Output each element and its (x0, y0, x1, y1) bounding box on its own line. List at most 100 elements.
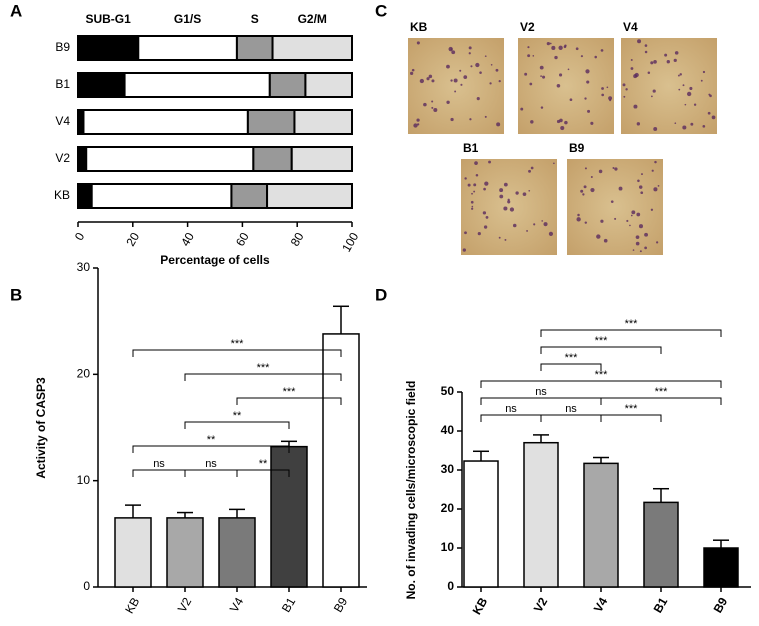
stained-cell (641, 173, 643, 176)
x-tick-label: KB (122, 595, 142, 616)
legend-label: G1/S (174, 12, 201, 26)
stained-cell (678, 88, 681, 91)
stained-cell (634, 72, 639, 78)
y-axis-label: No. of invading cells/microscopic field (404, 381, 418, 600)
stained-cell (594, 55, 598, 59)
stained-cell (549, 42, 552, 45)
stained-cell (563, 45, 567, 49)
x-tick-label: V4 (591, 595, 611, 615)
significance-label: ** (259, 458, 268, 470)
x-tick-label: 100 (339, 230, 361, 255)
stained-cell (423, 102, 427, 107)
stained-cell (584, 167, 587, 170)
stained-cell (560, 125, 565, 131)
stained-cell (614, 217, 617, 220)
bar-segment (246, 109, 296, 135)
significance-bracket (600, 397, 722, 405)
significance-label: ** (207, 434, 216, 446)
bar (322, 333, 360, 588)
significance-bracket (184, 469, 238, 477)
significance-bracket (540, 363, 602, 371)
stained-cell (558, 45, 563, 50)
stained-cell (653, 60, 657, 64)
x-tick-label: B1 (651, 595, 671, 616)
stained-cell (674, 122, 677, 125)
significance-bracket (236, 469, 290, 477)
stained-cell (483, 225, 488, 229)
significance-bracket (480, 380, 722, 388)
stained-cell (608, 96, 613, 101)
stained-cell (515, 191, 519, 195)
significance-bracket (600, 414, 662, 422)
significance-label: ns (505, 403, 517, 415)
stained-cell (651, 169, 654, 172)
stained-cell (530, 166, 534, 170)
bar-segment (90, 183, 233, 209)
stained-cell (468, 46, 472, 50)
stained-cell (476, 97, 480, 101)
stained-cell (551, 45, 556, 50)
x-tick-label: B9 (711, 595, 731, 616)
stained-cell (539, 65, 544, 70)
y-tick-label: 40 (441, 423, 455, 437)
significance-bracket (184, 373, 342, 381)
stained-cell (530, 120, 534, 124)
stained-cell (638, 224, 644, 229)
stained-cell (636, 122, 641, 126)
stained-cell (473, 183, 477, 187)
stained-cell (475, 173, 479, 177)
stained-cell (477, 232, 481, 236)
stained-cell (564, 120, 568, 125)
stained-cell (529, 82, 533, 86)
bar (166, 517, 204, 588)
stained-cell (499, 194, 504, 199)
stained-cell (431, 106, 434, 109)
stained-cell (652, 89, 656, 93)
stained-cell (509, 207, 515, 212)
stained-cell (431, 100, 434, 103)
stained-cell (426, 77, 430, 81)
x-tick-label: 0 (72, 230, 88, 243)
stained-cell (554, 55, 558, 60)
stained-cell (528, 189, 531, 192)
bar-segment (123, 72, 271, 98)
stained-cell (650, 208, 654, 211)
stained-cell (512, 223, 517, 228)
stained-cell (590, 121, 594, 125)
stained-cell (483, 187, 486, 191)
stained-cell (622, 83, 626, 87)
stained-cell (416, 41, 420, 45)
stained-cell (490, 63, 493, 66)
x-tick-label: 40 (178, 230, 197, 249)
stained-cell (460, 83, 463, 86)
stained-cell (609, 99, 612, 102)
bar-segment (235, 35, 274, 61)
bar-segment (230, 183, 269, 209)
stained-cell (580, 55, 584, 58)
significance-label: *** (625, 403, 639, 415)
stained-cell (507, 198, 510, 201)
y-tick-label: 10 (441, 540, 455, 554)
significance-label: *** (565, 352, 579, 364)
stained-cell (548, 231, 554, 236)
x-tick-label: V2 (175, 595, 195, 615)
y-tick-label: V4 (55, 114, 70, 128)
stained-cell (448, 46, 453, 52)
stained-cell (469, 118, 472, 121)
significance-label: *** (595, 335, 609, 347)
bar (463, 460, 499, 588)
bar (703, 547, 739, 588)
stained-cell (507, 200, 511, 204)
significance-bracket (480, 414, 542, 422)
stained-cell (504, 238, 507, 241)
stained-cell (600, 49, 604, 52)
bar-segment (293, 109, 353, 135)
stained-cell (657, 184, 660, 187)
bar-segment (77, 72, 126, 98)
stained-cell (499, 188, 504, 193)
significance-bracket (540, 414, 602, 422)
stained-cell (601, 87, 604, 90)
stained-cell (630, 58, 633, 61)
stained-cell (462, 248, 467, 252)
